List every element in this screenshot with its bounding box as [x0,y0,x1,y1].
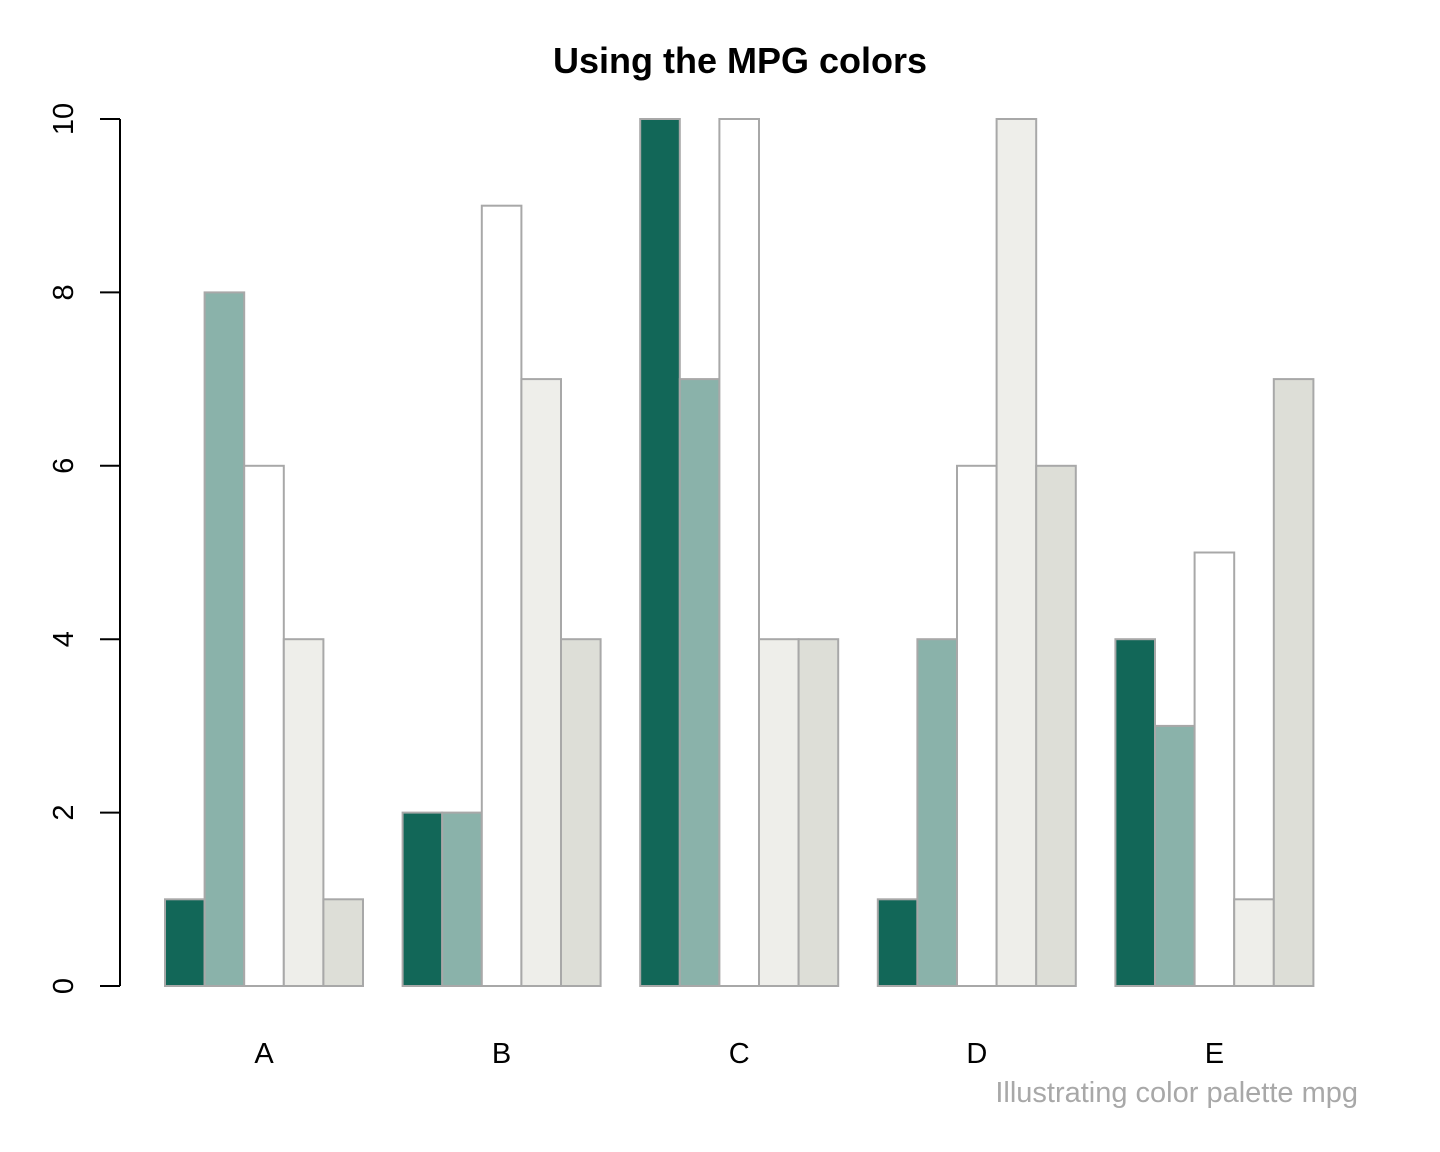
bar-c-5 [797,638,840,987]
bar-b-2 [441,811,483,987]
y-tick-label-8: 8 [48,284,80,300]
bar-e-3 [1193,551,1236,987]
bar-d-4 [995,118,1038,987]
bar-c-4 [758,638,800,987]
bar-d-1 [876,898,919,987]
y-tick-label-2: 2 [48,805,80,821]
x-tick-label-d: D [966,1038,987,1070]
y-tick-label-6: 6 [48,458,80,474]
bar-e-2 [1154,724,1196,988]
chart-caption: Illustrating color palette mpg [995,1077,1358,1109]
y-tick-label-0: 0 [48,978,80,994]
y-tick-label-4: 4 [48,631,80,647]
x-tick-label-e: E [1205,1038,1224,1070]
bar-b-4 [520,378,563,988]
bar-b-5 [560,638,602,987]
bar-e-5 [1272,378,1315,988]
bar-d-2 [916,638,959,987]
y-axis: 0 2 4 6 8 10 [48,103,121,994]
bar-a-3 [243,464,285,987]
x-axis-labels: A B C D E [254,1038,1224,1070]
bar-a-2 [203,291,246,987]
bar-c-2 [678,378,721,988]
bar-a-1 [164,898,206,987]
bar-c-3 [718,118,761,987]
x-tick-label-c: C [729,1038,750,1070]
bar-b-1 [401,811,444,987]
bar-a-4 [282,638,325,987]
bar-a-5 [322,898,364,987]
x-tick-label-a: A [254,1038,274,1070]
bar-b-3 [480,204,523,987]
x-tick-label-b: B [492,1038,511,1070]
bar-c-1 [639,118,681,987]
y-tick-label-10: 10 [48,103,80,135]
bar-e-4 [1233,898,1275,987]
bar-d-5 [1035,464,1077,987]
chart-title: Using the MPG colors [553,40,927,81]
bars-group [164,118,1315,988]
bar-d-3 [956,464,998,987]
bar-e-1 [1114,638,1157,987]
